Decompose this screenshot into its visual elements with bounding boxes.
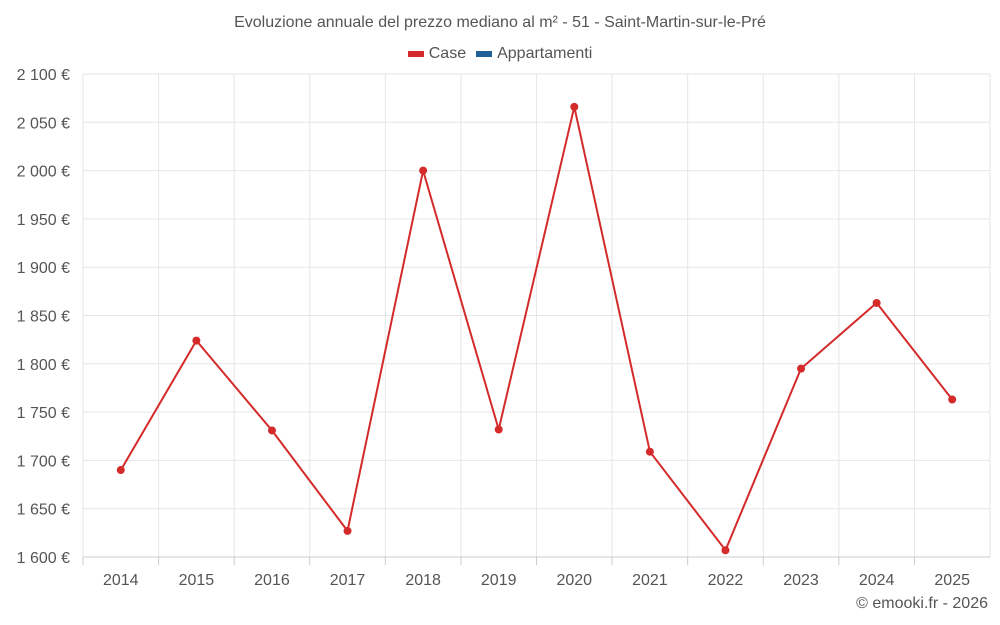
y-tick-label: 2 000 € bbox=[17, 164, 70, 181]
series-line-case bbox=[119, 105, 953, 552]
data-point[interactable] bbox=[872, 298, 881, 307]
y-tick-label: 1 600 € bbox=[17, 550, 70, 567]
data-point[interactable] bbox=[116, 466, 125, 475]
y-tick-label: 1 850 € bbox=[17, 309, 70, 326]
x-tick-label: 2017 bbox=[330, 572, 366, 589]
x-tick-label: 2022 bbox=[708, 572, 744, 589]
y-tick-label: 1 750 € bbox=[17, 405, 70, 422]
y-tick-label: 1 900 € bbox=[17, 260, 70, 277]
data-point[interactable] bbox=[419, 166, 428, 175]
y-tick-label: 1 800 € bbox=[17, 357, 70, 374]
y-tick-label: 1 700 € bbox=[17, 453, 70, 470]
legend-swatch-case bbox=[407, 51, 424, 57]
x-tick-label: 2024 bbox=[859, 572, 895, 589]
x-tick-label: 2025 bbox=[934, 572, 970, 589]
x-tick-label: 2023 bbox=[783, 572, 819, 589]
x-tick-label: 2021 bbox=[632, 572, 668, 589]
x-tick-label: 2018 bbox=[405, 572, 441, 589]
data-point[interactable] bbox=[494, 425, 503, 434]
legend: Case Appartamenti bbox=[0, 45, 1000, 63]
x-tick-label: 2020 bbox=[556, 572, 592, 589]
data-point[interactable] bbox=[645, 447, 654, 456]
data-point[interactable] bbox=[343, 526, 352, 535]
data-point[interactable] bbox=[570, 102, 579, 111]
data-point[interactable] bbox=[948, 395, 957, 404]
chart-title: Evoluzione annuale del prezzo mediano al… bbox=[234, 14, 766, 31]
data-point[interactable] bbox=[797, 364, 806, 373]
y-tick-label: 2 050 € bbox=[17, 115, 70, 132]
x-tick-label: 2016 bbox=[254, 572, 290, 589]
y-tick-label: 1 650 € bbox=[17, 502, 70, 519]
data-point[interactable] bbox=[721, 546, 730, 555]
x-tick-label: 2014 bbox=[103, 572, 139, 589]
y-tick-label: 2 100 € bbox=[17, 67, 70, 84]
x-tick-label: 2019 bbox=[481, 572, 517, 589]
legend-swatch-appartamenti bbox=[476, 51, 493, 57]
legend-item-case[interactable]: Case bbox=[407, 45, 467, 63]
legend-label-case: Case bbox=[428, 45, 467, 62]
legend-label-appartamenti: Appartamenti bbox=[497, 45, 593, 62]
data-point[interactable] bbox=[192, 336, 201, 345]
y-tick-label: 1 950 € bbox=[17, 212, 70, 229]
data-point[interactable] bbox=[267, 426, 276, 435]
credit-text: © emooki.fr - 2026 bbox=[856, 595, 988, 612]
legend-item-appartamenti[interactable]: Appartamenti bbox=[476, 45, 592, 63]
x-tick-label: 2015 bbox=[179, 572, 215, 589]
